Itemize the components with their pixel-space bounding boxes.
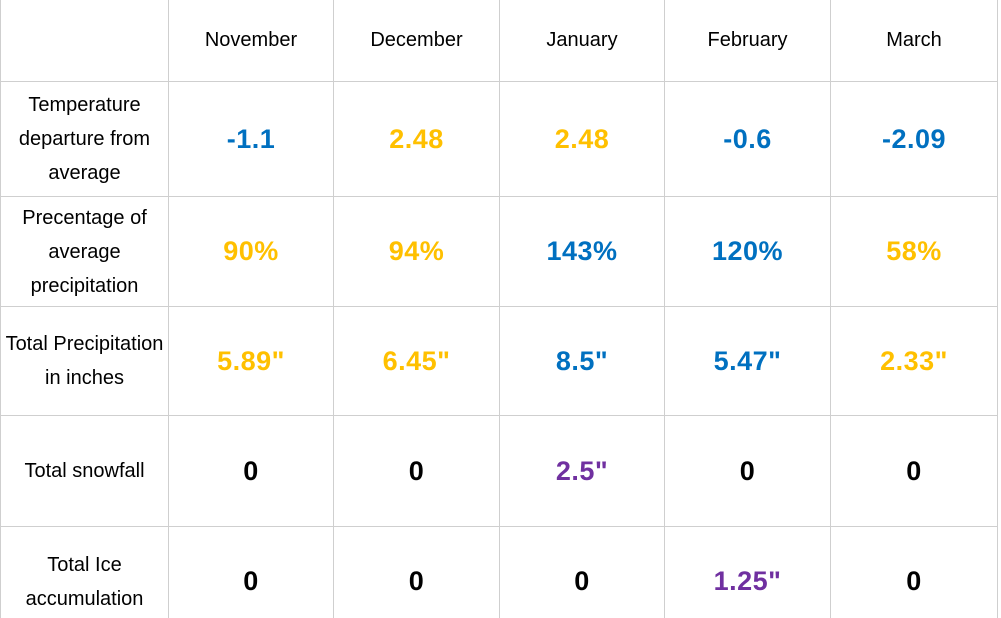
data-cell: 0 xyxy=(830,526,998,618)
data-cell: 8.5" xyxy=(499,306,665,416)
data-cell: 0 xyxy=(664,415,831,527)
data-cell: 2.48 xyxy=(499,81,665,197)
data-cell: 5.47" xyxy=(664,306,831,416)
row-label-total-ice-accumulation: Total Ice accumulation xyxy=(0,526,169,618)
data-cell: 2.48 xyxy=(333,81,500,197)
data-cell: 58% xyxy=(830,196,998,307)
data-cell: 143% xyxy=(499,196,665,307)
table-row: Temperature departure from average -1.1 … xyxy=(0,81,998,197)
data-cell: 6.45" xyxy=(333,306,500,416)
data-cell: 0 xyxy=(168,526,334,618)
row-label-percentage-precipitation: Precentage of average precipitation xyxy=(0,196,169,307)
data-cell: 0 xyxy=(168,415,334,527)
data-cell: 120% xyxy=(664,196,831,307)
corner-cell xyxy=(0,0,169,82)
row-label-total-snowfall: Total snowfall xyxy=(0,415,169,527)
month-header-november: November xyxy=(168,0,334,82)
data-cell: -2.09 xyxy=(830,81,998,197)
data-cell: 0 xyxy=(333,415,500,527)
table-header-row: November December January February March xyxy=(0,0,998,82)
data-cell: 94% xyxy=(333,196,500,307)
data-cell: 5.89" xyxy=(168,306,334,416)
data-cell: 0 xyxy=(830,415,998,527)
table-row: Precentage of average precipitation 90% … xyxy=(0,196,998,307)
table-row: Total Precipitation in inches 5.89" 6.45… xyxy=(0,306,998,416)
month-header-december: December xyxy=(333,0,500,82)
data-cell: 2.5" xyxy=(499,415,665,527)
data-cell: 0 xyxy=(333,526,500,618)
table-row: Total Ice accumulation 0 0 0 1.25" 0 xyxy=(0,526,998,618)
data-cell: 2.33" xyxy=(830,306,998,416)
month-header-february: February xyxy=(664,0,831,82)
row-label-temperature-departure: Temperature departure from average xyxy=(0,81,169,197)
month-header-january: January xyxy=(499,0,665,82)
data-cell: -0.6 xyxy=(664,81,831,197)
table-row: Total snowfall 0 0 2.5" 0 0 xyxy=(0,415,998,527)
row-label-total-precipitation: Total Precipitation in inches xyxy=(0,306,169,416)
month-header-march: March xyxy=(830,0,998,82)
data-cell: 0 xyxy=(499,526,665,618)
data-cell: -1.1 xyxy=(168,81,334,197)
data-cell: 90% xyxy=(168,196,334,307)
data-cell: 1.25" xyxy=(664,526,831,618)
